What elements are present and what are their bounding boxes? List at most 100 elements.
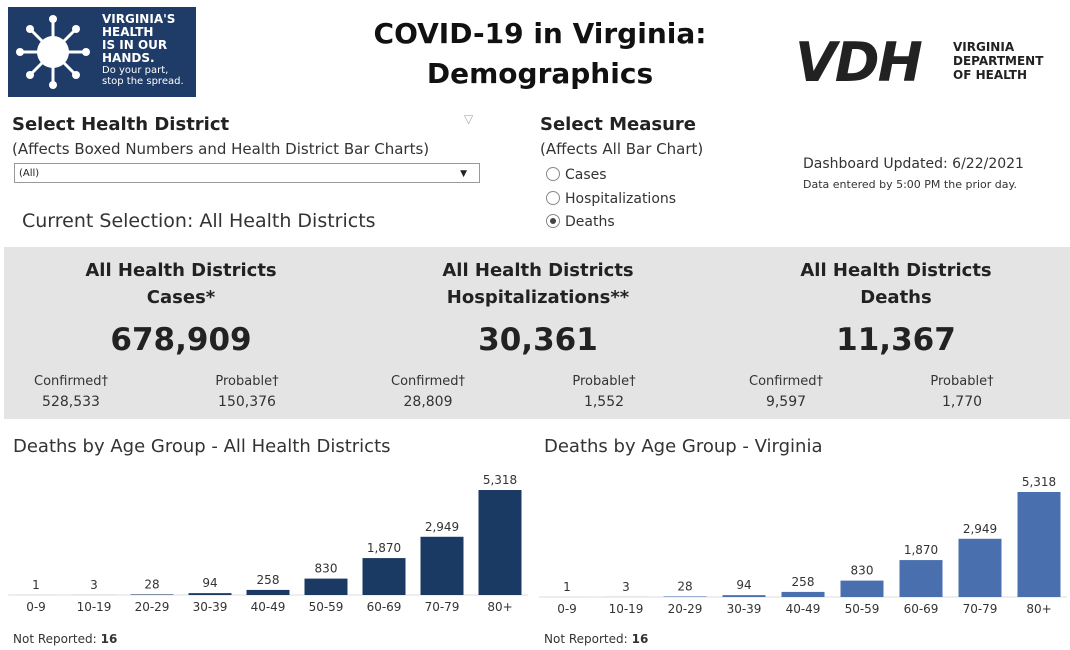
bar (781, 591, 825, 597)
summary-title: Hospitalizations** (446, 287, 630, 308)
data-label: 94 (202, 576, 217, 590)
bar (362, 558, 406, 595)
data-label: 1,870 (904, 543, 938, 557)
data-label: 1 (563, 580, 571, 594)
measure-option[interactable]: Hospitalizations (546, 188, 676, 212)
data-label: 5,318 (1022, 475, 1056, 489)
bar (304, 578, 348, 595)
not-reported-value: 16 (632, 632, 649, 646)
x-tick-label: 20-29 (135, 600, 170, 614)
measure-option[interactable]: Cases (546, 164, 676, 188)
logo-text: Do your part, (102, 65, 169, 76)
confirmed-value: 28,809 (403, 394, 453, 410)
measure-label: Select Measure (540, 114, 696, 135)
data-label: 830 (315, 562, 338, 576)
bar (420, 536, 464, 595)
x-tick-label: 40-49 (251, 600, 286, 614)
x-tick-label: 80+ (1026, 602, 1051, 616)
confirmed-value: 528,533 (42, 394, 100, 410)
x-tick-label: 70-79 (425, 600, 460, 614)
dropdown-value[interactable]: (All) (19, 168, 40, 179)
bar (1017, 492, 1061, 597)
x-tick-label: 60-69 (367, 600, 402, 614)
x-tick-label: 20-29 (668, 602, 703, 616)
data-label: 258 (792, 575, 815, 589)
data-label: 258 (257, 573, 280, 587)
not-reported: Not Reported: 16 (13, 632, 117, 646)
probable-label: Probable† (215, 374, 279, 389)
measure-options: Cases Hospitalizations Deaths (546, 164, 676, 235)
current-selection: Current Selection: All Health Districts (22, 210, 376, 232)
measure-note: (Affects All Bar Chart) (540, 140, 704, 158)
logo-text: HANDS. (102, 51, 155, 65)
district-dropdown[interactable]: (All) ▼ (14, 163, 480, 183)
page-title: Demographics (426, 57, 654, 90)
bar (840, 580, 884, 597)
probable-value: 1,770 (941, 394, 983, 410)
not-reported-value: 16 (101, 632, 118, 646)
logo-text: VIRGINIA'S (102, 12, 176, 26)
probable-label: Probable† (930, 374, 994, 389)
summary-title: Cases* (146, 287, 216, 308)
summary-title: All Health Districts (800, 260, 992, 281)
data-label: 1 (32, 578, 40, 592)
summary-title: All Health Districts (85, 260, 277, 281)
data-label: 3 (90, 578, 98, 592)
confirmed-value: 9,597 (765, 394, 807, 410)
bar (722, 595, 766, 597)
x-tick-label: 10-19 (609, 602, 644, 616)
measure-text[interactable]: Deaths (565, 214, 615, 230)
vdh-text: VIRGINIA (953, 40, 1015, 54)
x-tick-label: 40-49 (786, 602, 821, 616)
bar (246, 589, 290, 595)
x-tick-label: 50-59 (845, 602, 880, 616)
x-tick-label: 10-19 (77, 600, 112, 614)
x-tick-label: 80+ (487, 600, 512, 614)
measure-text[interactable]: Cases (565, 167, 607, 183)
chart-title: Deaths by Age Group - Virginia (544, 436, 822, 457)
updated-note: Data entered by 5:00 PM the prior day. (803, 178, 1017, 191)
filter-note: (Affects Boxed Numbers and Health Distri… (12, 140, 430, 158)
updated: Dashboard Updated: 6/22/2021 (803, 156, 1024, 172)
not-reported-label: Not Reported: (13, 632, 97, 646)
x-tick-label: 60-69 (904, 602, 939, 616)
bar (899, 560, 943, 597)
filter-label: Select Health District (12, 114, 230, 135)
probable-label: Probable† (572, 374, 636, 389)
summary-total: 11,367 (836, 322, 956, 358)
not-reported: Not Reported: 16 (544, 632, 648, 646)
radio[interactable] (546, 214, 560, 228)
filter-icon[interactable]: ▽ (464, 112, 474, 126)
chart-title: Deaths by Age Group - All Health Distric… (13, 436, 391, 457)
confirmed-label: Confirmed† (391, 374, 465, 389)
data-label: 94 (736, 578, 751, 592)
radio[interactable] (546, 167, 560, 181)
bar (478, 490, 522, 595)
vdh-mark: VDH (795, 31, 923, 94)
x-tick-label: 50-59 (309, 600, 344, 614)
virus-icon (16, 15, 90, 89)
logo-left: VIRGINIA'S HEALTH IS IN OUR HANDS. Do yo… (8, 7, 196, 97)
x-tick-label: 70-79 (963, 602, 998, 616)
confirmed-label: Confirmed† (749, 374, 823, 389)
bar (188, 593, 232, 595)
logo-text: HEALTH (102, 25, 154, 39)
logo-text: stop the spread. (102, 76, 184, 87)
summary-title: All Health Districts (442, 260, 634, 281)
not-reported-label: Not Reported: (544, 632, 628, 646)
vdh-text: DEPARTMENT (953, 54, 1044, 68)
measure-text[interactable]: Hospitalizations (565, 190, 677, 207)
bar (958, 538, 1002, 597)
confirmed-label: Confirmed† (34, 374, 108, 389)
logo-text: IS IN OUR (102, 38, 168, 52)
data-label: 830 (851, 564, 874, 578)
summary-total: 30,361 (478, 322, 598, 358)
measure-option[interactable]: Deaths (546, 211, 676, 235)
summary-band (4, 247, 1070, 419)
data-label: 1,870 (367, 541, 401, 555)
data-label: 28 (144, 577, 159, 591)
data-label: 2,949 (425, 520, 459, 534)
probable-value: 150,376 (218, 394, 276, 410)
radio[interactable] (546, 190, 560, 205)
probable-value: 1,552 (583, 394, 625, 410)
